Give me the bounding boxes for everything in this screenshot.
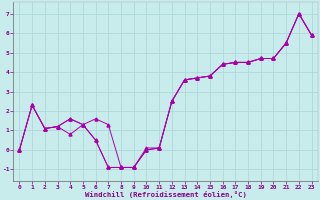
- X-axis label: Windchill (Refroidissement éolien,°C): Windchill (Refroidissement éolien,°C): [84, 191, 246, 198]
